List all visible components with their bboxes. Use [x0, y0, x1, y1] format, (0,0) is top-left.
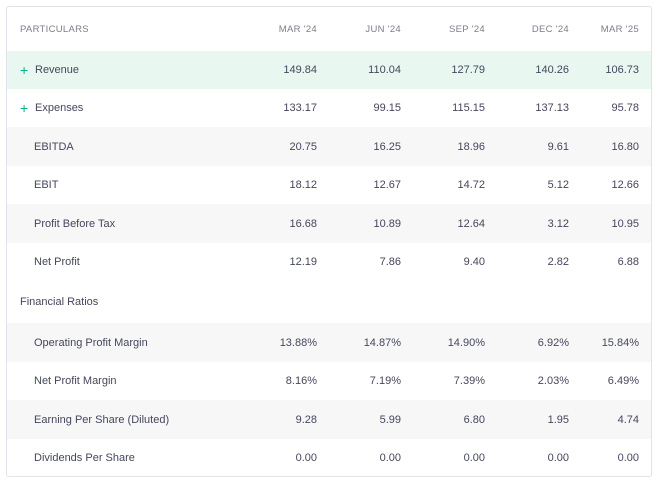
cell-value: 140.26 [535, 64, 569, 76]
cell-value: 0.00 [617, 452, 639, 464]
cell-value: 7.86 [379, 256, 401, 268]
expand-icon[interactable]: + [20, 62, 29, 78]
cell-value: 115.15 [452, 102, 485, 114]
cell-value: 16.80 [611, 140, 639, 153]
cell-value: 2.82 [547, 256, 569, 268]
cell-value: 20.75 [289, 140, 317, 153]
cell-value: 99.15 [373, 102, 401, 114]
cell-value: 15.84% [601, 336, 639, 349]
col-header-1: MAR '24 [278, 23, 317, 35]
cell-value: 12.64 [457, 217, 485, 230]
col-header-5: MAR '25 [600, 23, 639, 35]
section-financial-ratios: Financial Ratios [7, 281, 651, 323]
cell-value: 8.16% [285, 375, 317, 387]
cell-value: 106.73 [605, 64, 639, 76]
row-dividends-per-share: Dividends Per Share 0.00 0.00 0.00 0.00 … [7, 439, 651, 476]
cell-value: 9.28 [295, 413, 317, 426]
row-label: Profit Before Tax [34, 217, 116, 230]
section-title: Financial Ratios [20, 296, 99, 308]
expand-icon[interactable]: + [20, 100, 29, 116]
col-header-2: JUN '24 [365, 23, 401, 35]
cell-value: 18.96 [457, 140, 485, 153]
row-net-profit-margin: Net Profit Margin 8.16% 7.19% 7.39% 2.03… [7, 362, 651, 400]
cell-value: 4.74 [617, 413, 639, 426]
cell-value: 127.79 [451, 64, 485, 76]
cell-value: 7.39% [453, 375, 485, 387]
cell-value: 12.66 [611, 179, 639, 191]
cell-value: 0.00 [463, 452, 485, 464]
row-profit-before-tax: Profit Before Tax 16.68 10.89 12.64 3.12… [7, 204, 651, 243]
cell-value: 2.03% [537, 375, 569, 387]
row-label: Expenses [35, 102, 84, 114]
row-operating-profit-margin: Operating Profit Margin 13.88% 14.87% 14… [7, 323, 651, 362]
cell-value: 149.84 [283, 64, 317, 76]
row-label: Operating Profit Margin [34, 336, 148, 349]
table-header: PARTICULARS MAR '24 JUN '24 SEP '24 DEC … [7, 7, 651, 52]
cell-value: 3.12 [547, 217, 569, 230]
particulars-header: PARTICULARS [20, 23, 89, 35]
cell-value: 5.12 [547, 179, 569, 191]
row-label: Net Profit [34, 256, 80, 268]
row-eps-diluted: Earning Per Share (Diluted) 9.28 5.99 6.… [7, 400, 651, 439]
row-label: Earning Per Share (Diluted) [34, 413, 170, 426]
row-ebitda: EBITDA 20.75 16.25 18.96 9.61 16.80 [7, 127, 651, 166]
row-label: Net Profit Margin [34, 375, 117, 387]
cell-value: 6.80 [463, 413, 485, 426]
cell-value: 0.00 [547, 452, 569, 464]
cell-value: 12.19 [289, 256, 317, 268]
row-ebit: EBIT 18.12 12.67 14.72 5.12 12.66 [7, 166, 651, 204]
cell-value: 137.13 [535, 102, 569, 114]
cell-value: 133.17 [283, 102, 317, 114]
row-revenue[interactable]: + Revenue 149.84 110.04 127.79 140.26 10… [7, 51, 651, 89]
cell-value: 110.04 [368, 64, 401, 76]
cell-value: 12.67 [373, 179, 401, 191]
row-net-profit: Net Profit 12.19 7.86 9.40 2.82 6.88 [7, 243, 651, 281]
cell-value: 16.68 [289, 217, 317, 230]
cell-value: 9.61 [547, 140, 569, 153]
cell-value: 6.88 [617, 256, 639, 268]
cell-value: 7.19% [369, 375, 401, 387]
cell-value: 6.49% [607, 375, 639, 387]
cell-value: 14.90% [447, 336, 485, 349]
cell-value: 13.88% [279, 336, 317, 349]
col-header-4: DEC '24 [531, 23, 569, 35]
cell-value: 6.92% [537, 336, 569, 349]
row-label: Revenue [35, 64, 80, 76]
row-expenses[interactable]: + Expenses 133.17 99.15 115.15 137.13 95… [7, 89, 651, 127]
financials-table: PARTICULARS MAR '24 JUN '24 SEP '24 DEC … [6, 6, 652, 477]
cell-value: 1.95 [547, 413, 569, 426]
cell-value: 0.00 [379, 452, 401, 464]
row-label: EBIT [34, 179, 59, 191]
cell-value: 5.99 [379, 413, 401, 426]
cell-value: 9.40 [463, 256, 485, 268]
cell-value: 16.25 [373, 140, 401, 153]
row-label: Dividends Per Share [34, 452, 135, 464]
cell-value: 18.12 [289, 179, 317, 191]
row-label: EBITDA [34, 140, 74, 153]
cell-value: 10.95 [611, 217, 639, 230]
col-header-3: SEP '24 [449, 23, 485, 35]
cell-value: 14.87% [363, 336, 401, 349]
cell-value: 10.89 [373, 217, 401, 230]
cell-value: 14.72 [457, 179, 485, 191]
cell-value: 0.00 [295, 452, 317, 464]
cell-value: 95.78 [611, 102, 639, 114]
